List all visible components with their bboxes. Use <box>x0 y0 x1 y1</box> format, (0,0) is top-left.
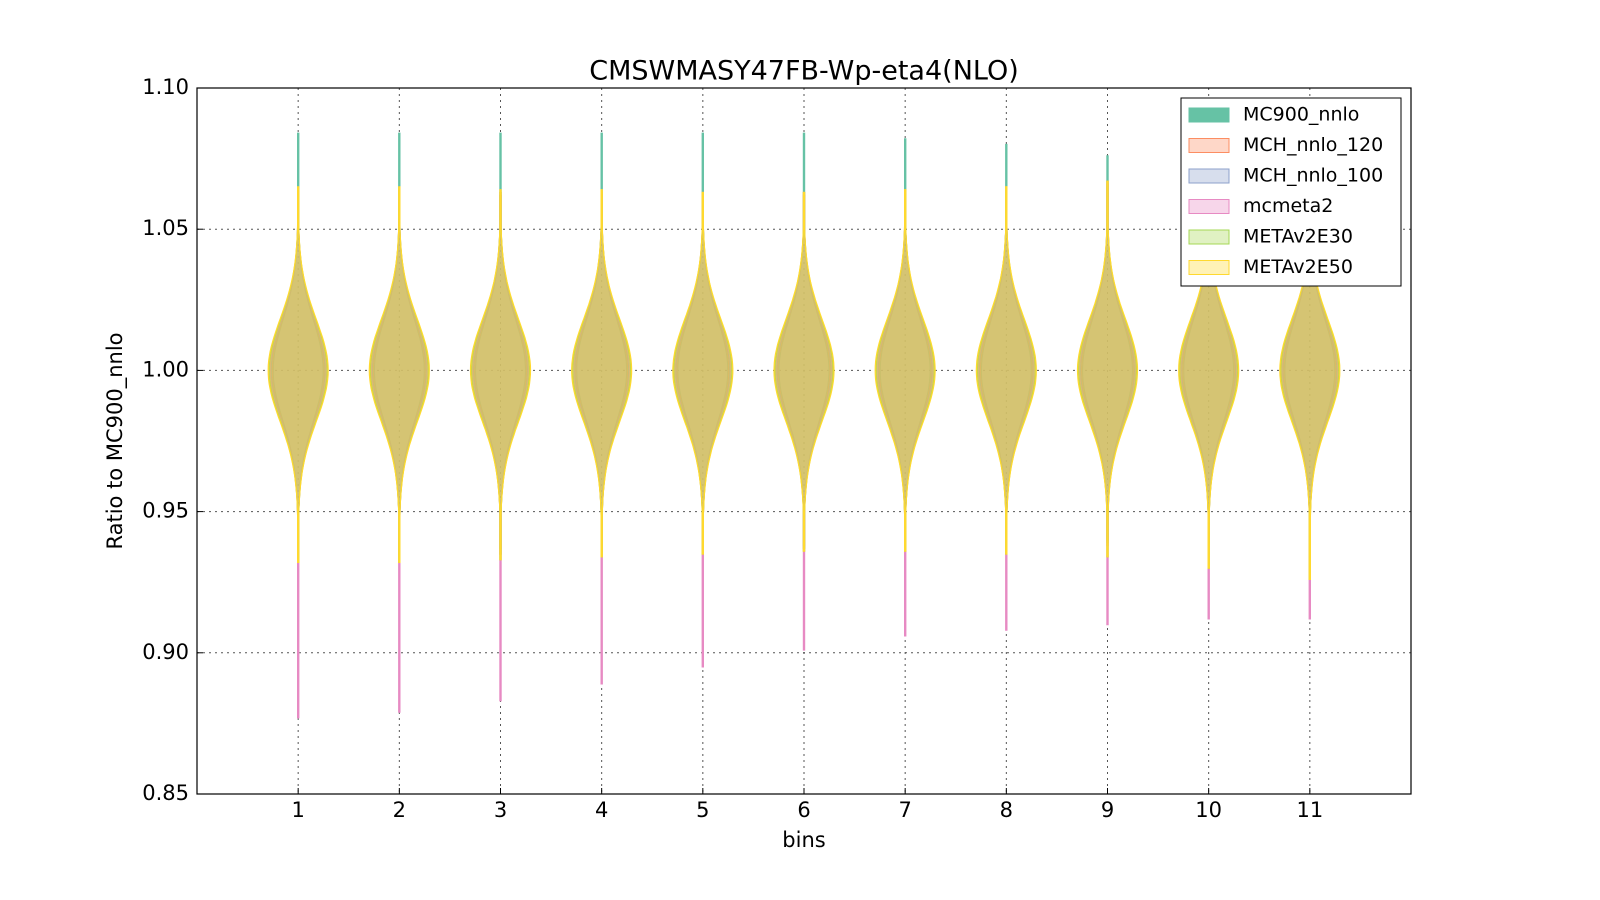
y-tick-label: 0.90 <box>142 640 189 664</box>
x-tick-label: 10 <box>1195 798 1222 822</box>
legend-label: MC900_nnlo <box>1243 104 1359 126</box>
x-axis-label: bins <box>782 828 825 852</box>
chart-title: CMSWMASY47FB-Wp-eta4(NLO) <box>589 56 1019 87</box>
x-tick-label: 8 <box>1000 798 1013 822</box>
violin <box>474 132 527 549</box>
violin <box>874 189 936 552</box>
y-tick-label: 1.00 <box>142 357 189 381</box>
violin <box>672 191 734 555</box>
y-tick-label: 1.05 <box>142 216 189 240</box>
violin <box>267 186 329 563</box>
legend-swatch <box>1188 260 1230 275</box>
legend-box <box>1180 97 1402 287</box>
x-tick-label: 6 <box>797 798 810 822</box>
x-tick-label: 4 <box>595 798 608 822</box>
legend: MC900_nnlo MCH_nnlo_120 MCH_nnlo_100mcmeta… <box>1180 97 1402 287</box>
legend-swatch <box>1188 199 1230 214</box>
violin <box>1076 180 1139 558</box>
violin <box>571 189 633 558</box>
y-axis-label: Ratio to MC900_nnlo <box>103 332 128 549</box>
y-tick-label: 1.10 <box>142 75 189 99</box>
violin <box>778 132 830 547</box>
violin <box>1081 155 1134 541</box>
x-tick-label: 2 <box>393 798 406 822</box>
violin <box>469 189 532 561</box>
x-tick-label: 3 <box>494 798 507 822</box>
x-tick-label: 1 <box>291 798 304 822</box>
legend-swatch <box>1188 168 1230 184</box>
violin <box>677 132 729 547</box>
y-tick-label: 0.95 <box>142 499 189 523</box>
violin <box>975 186 1037 555</box>
x-tick-label: 9 <box>1101 798 1114 822</box>
violin <box>879 138 931 544</box>
violin <box>272 132 324 555</box>
violin <box>373 132 425 552</box>
legend-label: METAv2E50 <box>1243 256 1353 278</box>
legend-label: MCH_nnlo_120 <box>1243 134 1383 156</box>
legend-swatch <box>1188 107 1230 123</box>
legend-swatch <box>1188 229 1230 245</box>
x-tick-label: 5 <box>696 798 709 822</box>
x-tick-label: 11 <box>1296 798 1323 822</box>
violin <box>576 132 628 549</box>
violin <box>980 143 1032 544</box>
x-tick-label: 7 <box>898 798 911 822</box>
legend-label: METAv2E30 <box>1243 226 1353 248</box>
legend-swatch <box>1188 138 1230 153</box>
legend-label: mcmeta2 <box>1243 195 1333 217</box>
violin <box>773 191 835 552</box>
violin <box>368 186 430 563</box>
y-tick-label: 0.85 <box>142 781 189 805</box>
legend-label: MCH_nnlo_100 <box>1243 165 1383 187</box>
